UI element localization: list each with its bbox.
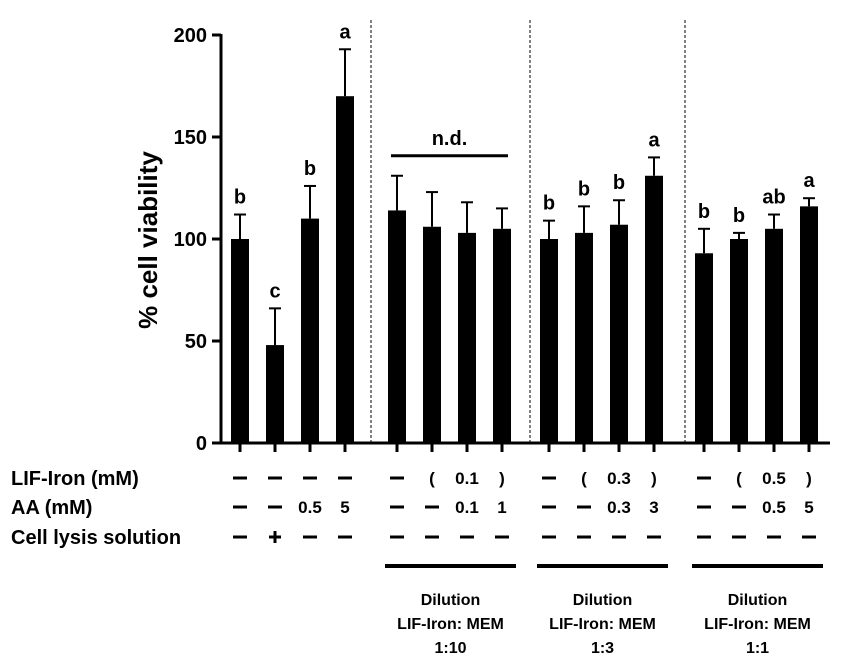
dilution-label: Dilution — [421, 592, 481, 609]
bar — [800, 206, 818, 443]
condition-value: ) — [806, 469, 812, 488]
y-tick-label: 0 — [196, 433, 207, 455]
bar — [610, 224, 628, 443]
bar — [493, 228, 511, 443]
condition-value: ( — [736, 469, 742, 488]
condition-value: 5 — [804, 498, 813, 517]
bar — [730, 239, 748, 443]
dilution-label: LIF-Iron: MEM — [397, 616, 504, 633]
condition-value: ( — [429, 469, 435, 488]
bar — [423, 226, 441, 443]
bar — [336, 96, 354, 443]
bar — [266, 345, 284, 443]
bar — [645, 175, 663, 443]
condition-value: 0.3 — [607, 498, 631, 517]
bar — [231, 239, 249, 443]
bar — [540, 239, 558, 443]
bar — [765, 228, 783, 443]
condition-value: ) — [499, 469, 505, 488]
y-tick-label: 200 — [174, 25, 207, 47]
condition-value: 5 — [340, 498, 349, 517]
significance-letter: a — [339, 21, 351, 43]
condition-value: ( — [581, 469, 587, 488]
condition-value: 0.3 — [607, 469, 631, 488]
dilution-label: Dilution — [573, 592, 633, 609]
dilution-label: LIF-Iron: MEM — [704, 616, 811, 633]
y-tick-label: 50 — [185, 331, 207, 353]
significance-letter: ab — [762, 187, 785, 209]
condition-value: ) — [651, 469, 657, 488]
condition-value: 0.1 — [455, 498, 479, 517]
significance-letter: c — [269, 280, 280, 302]
condition-value: 3 — [649, 498, 658, 517]
significance-letter: b — [733, 205, 745, 227]
row-label: AA (mM) — [11, 497, 92, 519]
condition-value: 0.5 — [298, 498, 322, 517]
significance-letter: b — [234, 187, 246, 209]
dilution-label: LIF-Iron: MEM — [549, 616, 656, 633]
row-label: LIF-Iron (mM) — [11, 468, 139, 490]
bar — [388, 210, 406, 443]
bar — [458, 232, 476, 443]
significance-letter: b — [613, 172, 625, 194]
condition-value: 0.5 — [762, 469, 786, 488]
condition-value: 1 — [497, 498, 506, 517]
significance-letter: b — [578, 178, 590, 200]
significance-letter: a — [803, 170, 815, 192]
significance-letter: a — [648, 129, 660, 151]
significance-letter: b — [698, 201, 710, 223]
nd-annotation: n.d. — [432, 128, 468, 150]
dilution-label: Dilution — [728, 592, 788, 609]
y-tick-label: 150 — [174, 127, 207, 149]
dilution-label: 1:1 — [746, 640, 769, 657]
row-label: Cell lysis solution — [11, 527, 181, 549]
bar — [575, 232, 593, 443]
bar — [301, 218, 319, 443]
bar — [695, 253, 713, 443]
condition-value: 0.5 — [762, 498, 786, 517]
dilution-label: 1:3 — [591, 640, 614, 657]
condition-value: 0.1 — [455, 469, 479, 488]
significance-letter: b — [304, 158, 316, 180]
y-axis-label: % cell viability — [133, 151, 163, 329]
y-tick-label: 100 — [174, 229, 207, 251]
dilution-label: 1:10 — [434, 640, 466, 657]
significance-letter: b — [543, 193, 555, 215]
